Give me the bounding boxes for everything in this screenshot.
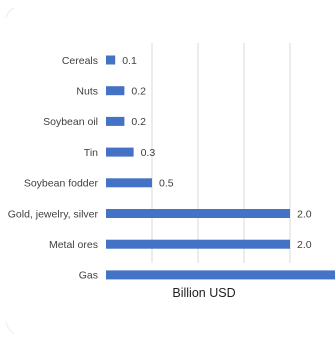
value-label: 0.2 — [131, 86, 146, 98]
value-label: 0.3 — [141, 147, 156, 159]
bar — [106, 239, 290, 249]
value-label: 0.5 — [159, 178, 174, 190]
value-label: 0.1 — [122, 55, 137, 67]
category-label: Tin — [84, 147, 98, 159]
bar — [106, 178, 152, 188]
value-label: 0.2 — [131, 116, 146, 128]
corner-arc-top — [5, 7, 15, 19]
bar — [106, 116, 125, 126]
category-label: Gold, jewelry, silver — [8, 208, 99, 220]
category-label: Soybean fodder — [24, 178, 99, 190]
gridlines — [151, 43, 291, 263]
value-label: 2.0 — [297, 239, 312, 251]
value-label: 2.0 — [297, 208, 312, 220]
bar — [106, 147, 134, 157]
bar — [106, 270, 335, 280]
bar — [106, 86, 125, 96]
value-labels: 0.1 0.2 0.2 0.3 0.5 2.0 2.0 — [122, 55, 312, 251]
category-label: Soybean oil — [43, 116, 98, 128]
corner-arc-bottom — [5, 321, 15, 335]
bar — [106, 55, 116, 65]
bar — [106, 209, 290, 218]
category-label: Cereals — [62, 55, 98, 67]
category-labels: Cereals Nuts Soybean oil Tin Soybean fodder G… — [8, 55, 99, 282]
bars — [106, 55, 335, 280]
category-label: Nuts — [76, 86, 98, 98]
category-label: Gas — [79, 270, 98, 282]
category-label: Metal ores — [49, 239, 98, 251]
x-axis-title: Billion USD — [172, 286, 235, 300]
